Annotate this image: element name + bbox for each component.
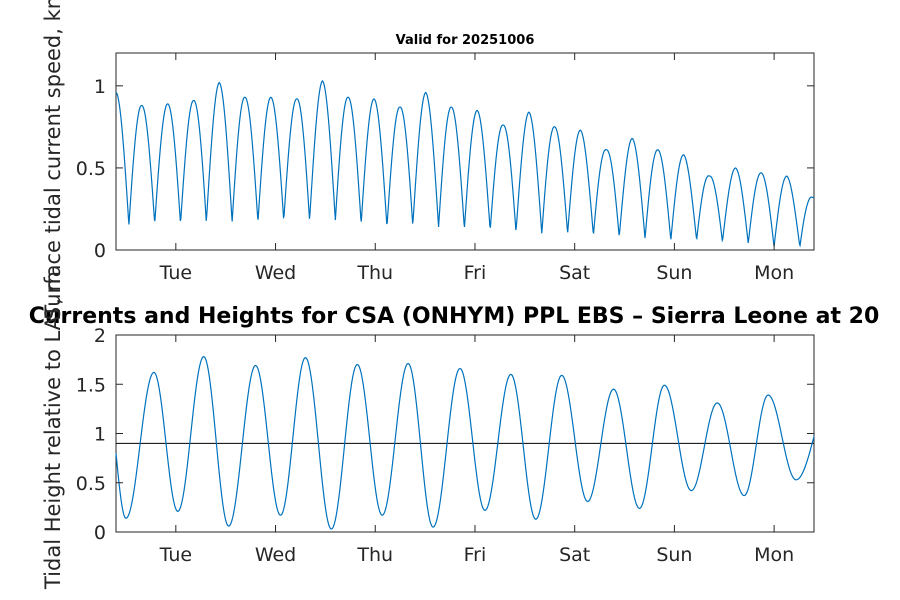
- current-y-ticks: 00.51: [76, 76, 814, 262]
- current-x-tick-label: Wed: [255, 262, 296, 284]
- current-x-tick-label: Sat: [559, 262, 590, 284]
- height-x-tick-label: Sun: [656, 544, 692, 566]
- height-y-ticks: 0 0.5 1 1.5 2: [76, 325, 814, 544]
- height-y-tick-label: 1: [94, 424, 106, 446]
- height-x-tick-label: Thu: [356, 544, 393, 566]
- height-x-tick-label: Sat: [559, 544, 590, 566]
- current-y-tick-label: 0: [94, 240, 106, 262]
- height-x-ticks: Tue Wed Thu Fri Sat Sun Mon: [159, 335, 794, 566]
- height-y-tick-label: 1.5: [76, 374, 106, 396]
- height-y-axis-label: Tidal Height relative to LAT, m: [41, 271, 65, 590]
- height-x-tick-label: Mon: [754, 544, 794, 566]
- current-y-axis-label: Surface tidal current speed, knots: [41, 0, 65, 320]
- current-x-tick-label: Thu: [356, 262, 393, 284]
- current-speed-line: [115, 80, 815, 248]
- tidal-height-line: [115, 356, 815, 530]
- current-speed-panel: 00.51 Tue Wed Thu Fri Sat Sun Mon Valid for 20…: [76, 33, 815, 284]
- main-title: Currents and Heights for CSA (ONHYM) PPL…: [29, 304, 880, 329]
- current-x-tick-label: Mon: [754, 262, 794, 284]
- current-x-tick-label: Tue: [159, 262, 192, 284]
- current-y-tick-label: 1: [94, 76, 106, 98]
- height-x-tick-label: Wed: [255, 544, 296, 566]
- height-y-tick-label: 0.5: [76, 473, 106, 495]
- tidal-height-panel: 0 0.5 1 1.5 2 Tue Wed Thu Fri Sat Sun Mon: [76, 325, 815, 566]
- height-x-tick-label: Tue: [159, 544, 192, 566]
- current-x-tick-label: Fri: [464, 262, 487, 284]
- height-plot-area: [115, 334, 815, 533]
- current-chart-title: Valid for 20251006: [396, 33, 535, 48]
- height-y-tick-label: 0: [94, 522, 106, 544]
- current-x-ticks: Tue Wed Thu Fri Sat Sun Mon: [159, 53, 794, 284]
- height-x-tick-label: Fri: [464, 544, 487, 566]
- height-y-tick-label: 2: [94, 325, 106, 347]
- current-y-tick-label: 0.5: [76, 158, 106, 180]
- current-x-tick-label: Sun: [656, 262, 692, 284]
